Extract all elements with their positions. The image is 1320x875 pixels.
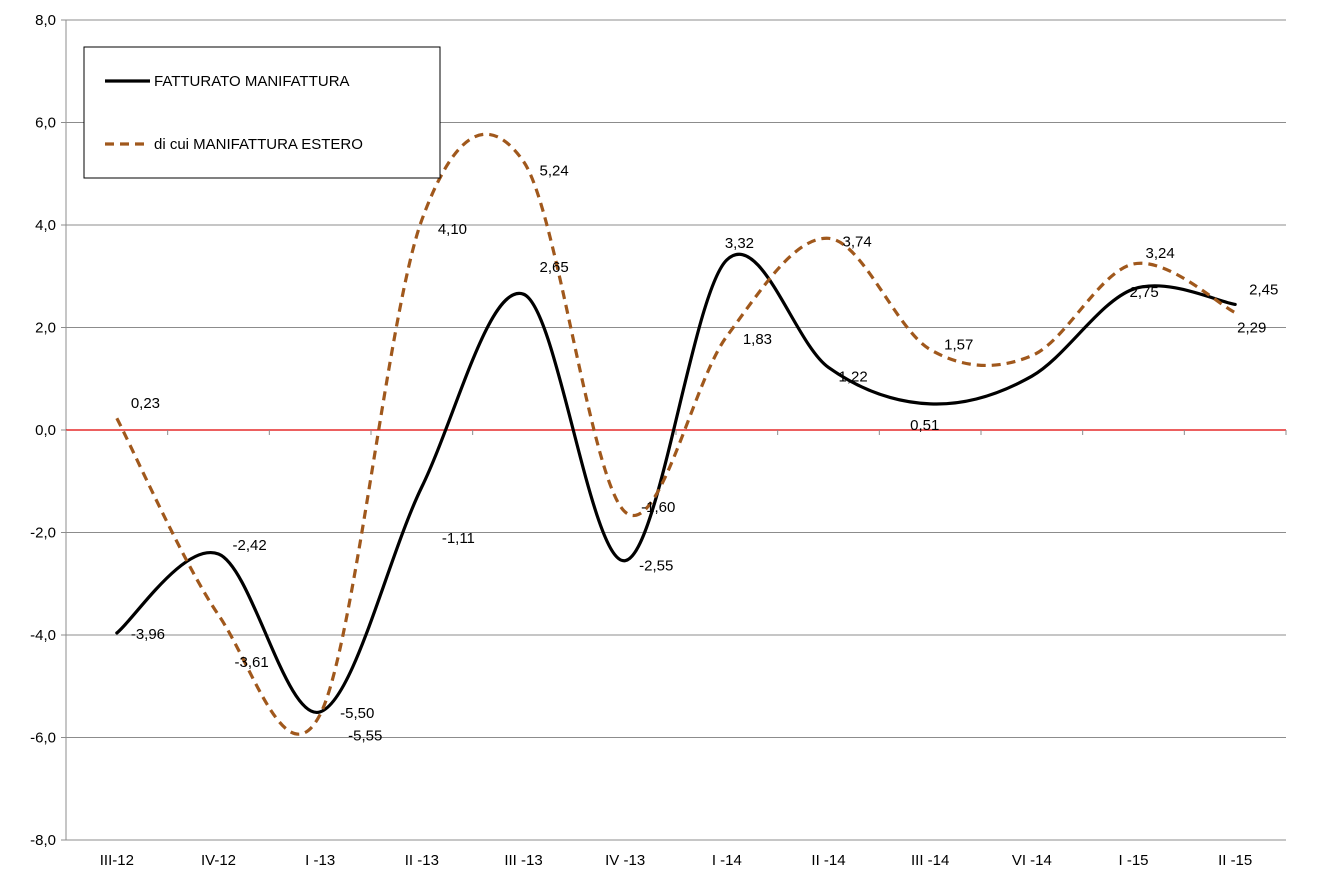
data-label: 1,22 <box>839 368 868 385</box>
x-tick-label: II -15 <box>1218 852 1252 869</box>
y-tick-label: 6,0 <box>35 115 56 132</box>
data-label: -3,96 <box>131 626 165 643</box>
data-label: 4,10 <box>438 221 467 238</box>
y-tick-label: -4,0 <box>30 627 56 644</box>
data-labels: -3,96 -2,42 -5,50 -1,11 2,65 -2,55 3,32 1,22 0,5… <box>131 162 1279 744</box>
x-tick-label: IV -13 <box>605 852 645 869</box>
y-tick-label: -2,0 <box>30 525 56 542</box>
y-tick-label: -6,0 <box>30 730 56 747</box>
data-label: -1,11 <box>442 530 475 547</box>
legend-label-fatturato: FATTURATO MANIFATTURA <box>154 73 350 90</box>
legend-label-estero: di cui MANIFATTURA ESTERO <box>154 136 363 153</box>
data-label: -3,61 <box>235 654 269 671</box>
data-label: 2,65 <box>540 259 569 276</box>
data-label: 2,29 <box>1237 320 1266 337</box>
data-label: 3,32 <box>725 235 754 252</box>
data-label: 2,45 <box>1249 281 1278 298</box>
y-tick-label: 2,0 <box>35 320 56 337</box>
x-tick-label: I -13 <box>305 852 335 869</box>
x-tick-label: II -13 <box>405 852 439 869</box>
y-tick-label: 8,0 <box>35 12 56 29</box>
data-label: 5,24 <box>540 162 569 179</box>
x-tick-label: I -14 <box>712 852 742 869</box>
data-label: 0,23 <box>131 395 160 412</box>
data-label: -5,55 <box>348 727 382 744</box>
x-tick-label: III-12 <box>100 852 134 869</box>
legend-box <box>84 47 440 178</box>
data-label: 1,57 <box>944 337 973 354</box>
y-tick-label: 0,0 <box>35 422 56 439</box>
x-tick-label: I -15 <box>1118 852 1148 869</box>
data-label: -5,50 <box>340 705 374 722</box>
y-tick-label: 4,0 <box>35 217 56 234</box>
data-label: -1,60 <box>641 499 675 516</box>
y-tick-label: -8,0 <box>30 832 56 849</box>
data-label: 3,74 <box>843 233 872 250</box>
x-tick-label: III -13 <box>504 852 542 869</box>
data-label: 1,83 <box>743 331 772 348</box>
data-label: 0,51 <box>910 417 939 434</box>
legend: FATTURATO MANIFATTURA di cui MANIFATTURA… <box>84 47 440 178</box>
data-label: -2,42 <box>233 537 267 554</box>
x-tick-label: III -14 <box>911 852 949 869</box>
x-tick-label: VI -14 <box>1012 852 1052 869</box>
data-label: 2,75 <box>1130 284 1159 301</box>
x-tick-label: II -14 <box>811 852 845 869</box>
data-label: 3,24 <box>1146 245 1175 262</box>
x-tick-label: IV-12 <box>201 852 236 869</box>
data-label: -2,55 <box>639 558 673 575</box>
